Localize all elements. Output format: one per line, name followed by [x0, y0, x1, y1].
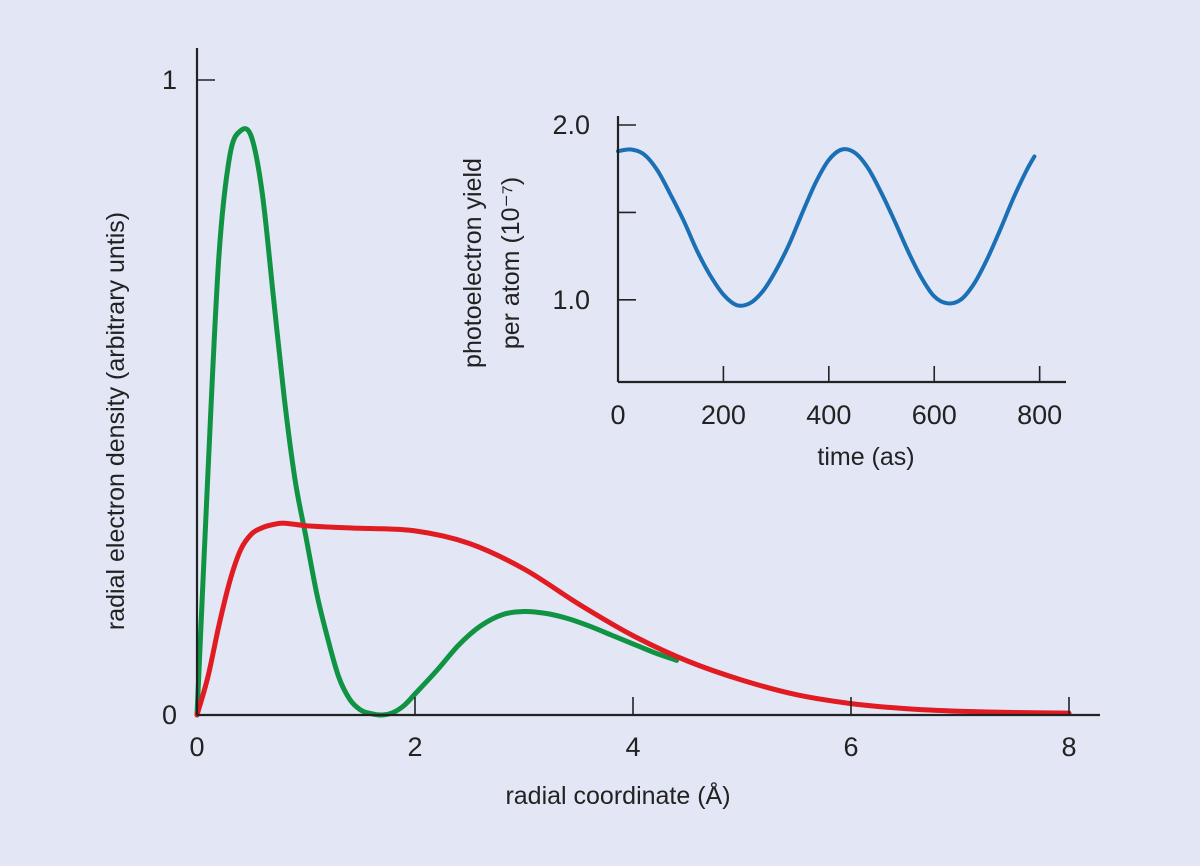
main-series-red: [194, 520, 1072, 718]
main-x-axis-title: radial coordinate (Å): [505, 780, 730, 810]
inset-chart: 0 200 400 600 800 1.0 2.0 time (as) photoelect…: [459, 110, 1066, 471]
main-chart: 0 2 4 6 8 0 1 radial coordinate (Å) radial ele…: [102, 48, 1100, 810]
inset-x-axis-title: time (as): [817, 443, 914, 471]
main-y-tick-label: 1: [162, 65, 177, 95]
inset-axes: 0 200 400 600 800 1.0 2.0: [552, 110, 1066, 430]
inset-x-tick-label: 0: [610, 400, 625, 430]
inset-curves: [616, 147, 1037, 308]
inset-x-tick-label: 800: [1017, 400, 1062, 430]
main-x-tick-label: 8: [1061, 732, 1076, 762]
main-x-tick-label: 0: [189, 732, 204, 762]
inset-x-tick-label: 600: [912, 400, 957, 430]
inset-y-axis-title-line1: photoelectron yield: [459, 158, 487, 368]
main-axes: 0 2 4 6 8 0 1: [162, 48, 1100, 762]
main-x-tick-label: 6: [843, 732, 858, 762]
inset-y-tick-label: 2.0: [552, 110, 590, 140]
main-y-tick-label: 0: [162, 700, 177, 730]
main-x-tick-label: 2: [407, 732, 422, 762]
inset-y-axis-title-line2: per atom (10⁻⁷): [497, 177, 525, 349]
inset-y-tick-label: 1.0: [552, 285, 590, 315]
inset-x-tick-label: 400: [806, 400, 851, 430]
main-x-tick-label: 4: [625, 732, 640, 762]
main-y-axis-title: radial electron density (arbitrary untis…: [102, 212, 130, 630]
inset-x-tick-label: 200: [701, 400, 746, 430]
main-series-green: [194, 126, 680, 718]
inset-series-blue: [616, 147, 1037, 308]
